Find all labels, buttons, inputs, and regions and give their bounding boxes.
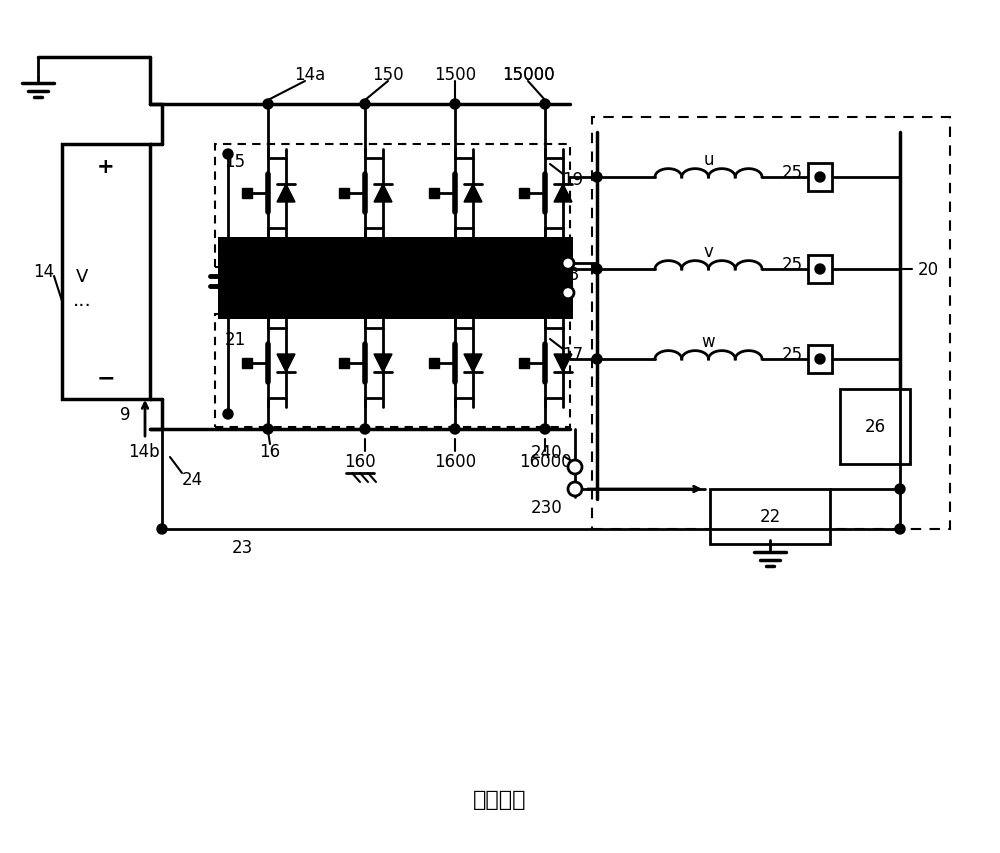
Bar bbox=[808, 345, 832, 374]
Bar bbox=[339, 358, 349, 368]
Text: 15: 15 bbox=[224, 153, 246, 171]
Text: 24: 24 bbox=[181, 471, 203, 489]
Polygon shape bbox=[277, 185, 295, 203]
Text: 1500: 1500 bbox=[434, 66, 476, 84]
Polygon shape bbox=[277, 355, 295, 373]
Circle shape bbox=[540, 425, 550, 434]
Bar bbox=[710, 490, 830, 544]
Circle shape bbox=[562, 258, 574, 270]
Bar bbox=[808, 256, 832, 284]
Polygon shape bbox=[554, 355, 572, 373]
Text: 23: 23 bbox=[231, 538, 253, 556]
Text: 现有技术: 现有技术 bbox=[473, 789, 527, 809]
Circle shape bbox=[895, 525, 905, 534]
Text: 230: 230 bbox=[531, 498, 563, 516]
Text: 20: 20 bbox=[918, 261, 939, 279]
Text: 26: 26 bbox=[864, 418, 886, 436]
Text: 9: 9 bbox=[120, 405, 130, 423]
Text: v: v bbox=[704, 243, 713, 261]
Text: 14: 14 bbox=[33, 263, 55, 281]
Bar bbox=[218, 238, 573, 320]
Bar bbox=[808, 164, 832, 192]
Circle shape bbox=[157, 525, 167, 534]
Circle shape bbox=[263, 425, 273, 434]
Bar bbox=[519, 358, 529, 368]
Circle shape bbox=[450, 425, 460, 434]
Text: 25: 25 bbox=[781, 164, 803, 182]
Text: 15000: 15000 bbox=[502, 66, 554, 84]
Text: 14b: 14b bbox=[128, 443, 160, 461]
Bar bbox=[62, 145, 150, 399]
Circle shape bbox=[592, 264, 602, 275]
Bar bbox=[840, 390, 910, 464]
Text: 17: 17 bbox=[562, 345, 584, 363]
Text: u: u bbox=[703, 151, 714, 169]
Circle shape bbox=[223, 150, 233, 160]
Text: 240: 240 bbox=[531, 444, 563, 461]
Circle shape bbox=[223, 409, 233, 420]
Circle shape bbox=[568, 483, 582, 496]
Bar bbox=[215, 315, 570, 427]
Circle shape bbox=[815, 264, 825, 275]
Circle shape bbox=[540, 100, 550, 110]
Circle shape bbox=[895, 485, 905, 495]
Bar bbox=[339, 189, 349, 199]
Polygon shape bbox=[554, 185, 572, 203]
Bar bbox=[242, 358, 252, 368]
Text: V: V bbox=[76, 268, 88, 286]
Circle shape bbox=[360, 100, 370, 110]
Text: 16: 16 bbox=[259, 443, 281, 461]
Text: w: w bbox=[702, 333, 715, 351]
Text: 15000: 15000 bbox=[502, 66, 554, 84]
Polygon shape bbox=[464, 185, 482, 203]
Text: 16000: 16000 bbox=[519, 452, 571, 471]
Polygon shape bbox=[374, 355, 392, 373]
Circle shape bbox=[562, 287, 574, 299]
Bar bbox=[519, 189, 529, 199]
Text: 18: 18 bbox=[558, 265, 579, 283]
Circle shape bbox=[815, 173, 825, 183]
Text: ...: ... bbox=[73, 290, 91, 309]
Polygon shape bbox=[374, 185, 392, 203]
Bar bbox=[429, 358, 439, 368]
Bar bbox=[215, 145, 570, 268]
Circle shape bbox=[592, 355, 602, 364]
Circle shape bbox=[592, 173, 602, 183]
Bar bbox=[592, 118, 950, 530]
Text: 21: 21 bbox=[224, 331, 246, 349]
Text: 14a: 14a bbox=[294, 66, 326, 84]
Text: 160: 160 bbox=[344, 452, 376, 471]
Bar bbox=[429, 189, 439, 199]
Circle shape bbox=[568, 461, 582, 474]
Circle shape bbox=[815, 355, 825, 364]
Bar bbox=[242, 189, 252, 199]
Text: 1600: 1600 bbox=[434, 452, 476, 471]
Circle shape bbox=[360, 425, 370, 434]
Polygon shape bbox=[464, 355, 482, 373]
Text: +: + bbox=[97, 157, 115, 177]
Text: 22: 22 bbox=[759, 508, 781, 526]
Text: 150: 150 bbox=[372, 66, 404, 84]
Circle shape bbox=[263, 100, 273, 110]
Text: 19: 19 bbox=[562, 171, 584, 189]
Text: 25: 25 bbox=[781, 256, 803, 274]
Circle shape bbox=[450, 100, 460, 110]
Text: 25: 25 bbox=[781, 345, 803, 363]
Text: −: − bbox=[97, 368, 115, 387]
